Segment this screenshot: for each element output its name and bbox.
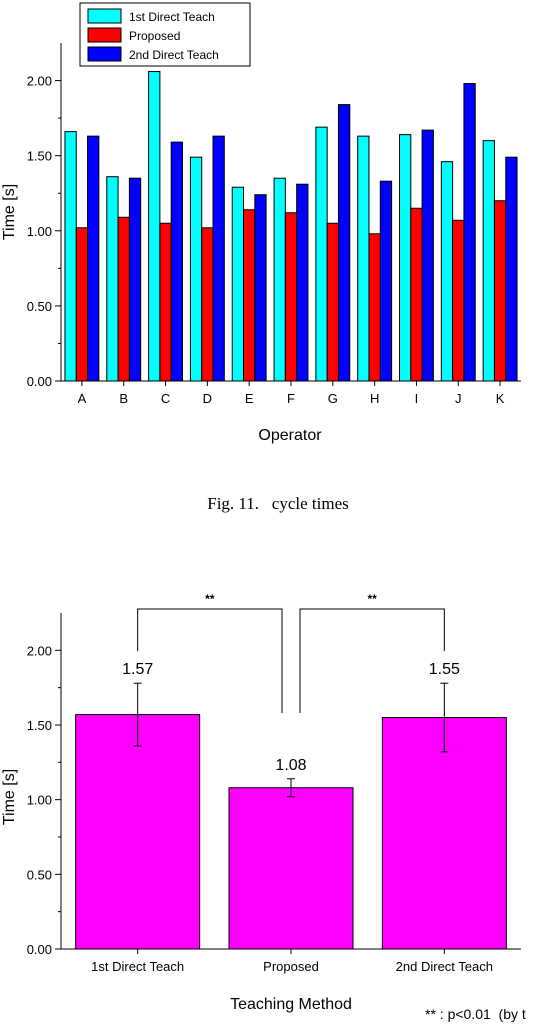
y-tick-label: 1.00	[27, 793, 52, 808]
bar-E-2	[243, 209, 256, 382]
data-label-1: 1.57	[122, 661, 153, 678]
y-tick-label: 1.50	[27, 718, 52, 733]
bar-K-2	[493, 200, 507, 382]
legend-label-1: 1st Direct Teach	[129, 10, 215, 24]
bar-J-2	[452, 219, 465, 382]
bar-H-3	[379, 180, 393, 382]
y-tick-label: 0.00	[27, 374, 52, 389]
y-tick-label: 1.00	[27, 224, 52, 239]
bar-E-1	[231, 186, 245, 382]
x-tick-label: F	[287, 391, 295, 406]
bar-F-2	[284, 212, 298, 382]
y-tick-label: 0.00	[27, 942, 52, 957]
bar-G-1	[315, 126, 328, 382]
x-tick-label: A	[78, 391, 87, 406]
bar-C-2	[159, 222, 172, 382]
x-tick-label: G	[328, 391, 338, 406]
bar-G-2	[326, 222, 339, 382]
bar-H-1	[357, 135, 370, 382]
legend-label-2: Proposed	[129, 29, 180, 43]
chart1-caption: Fig. 11. cycle times	[207, 494, 349, 513]
bar-J-1	[440, 161, 454, 382]
chart2-xlabel: Teaching Method	[230, 996, 352, 1013]
x-tick-label: E	[245, 391, 254, 406]
significance-label-2: **	[367, 592, 377, 606]
chart1-legend: 1st Direct Teach Proposed 2nd Direct Teach	[79, 2, 251, 67]
bar-B-2	[117, 216, 130, 382]
data-label-2: 1.08	[275, 757, 306, 774]
x-tick-label: I	[415, 391, 419, 406]
significance-note: ** : p<0.01 (by t	[425, 1006, 526, 1022]
y-tick-label: 2.00	[27, 643, 52, 658]
bar-K-1	[482, 140, 495, 382]
chart1-ylabel: Time [s]	[1, 184, 18, 240]
data-label-3: 1.55	[429, 661, 460, 678]
x-tick-label: H	[370, 391, 379, 406]
legend-label-3: 2nd Direct Teach	[129, 48, 219, 62]
x-tick-label: B	[119, 391, 128, 406]
y-tick-label: 0.50	[27, 299, 52, 314]
bar-2	[228, 787, 354, 950]
x-tick-label: C	[161, 391, 170, 406]
bar-F-1	[273, 177, 286, 382]
bar-1	[75, 714, 201, 950]
bar-H-2	[368, 233, 381, 382]
significance-bracket-2	[299, 608, 445, 713]
bar-A-2	[75, 227, 89, 382]
chart2-ylabel: Time [s]	[1, 769, 18, 825]
bar-A-3	[87, 135, 100, 382]
cycle-times-chart: A B C D E F G H I J K 0.00 0.50 1.00 1.50 2.00 Operator…	[1, 2, 521, 513]
bar-B-3	[128, 177, 142, 382]
y-tick-label: 2.00	[27, 74, 52, 89]
y-tick-label: 1.50	[27, 149, 52, 164]
legend-swatch-3	[87, 46, 122, 62]
legend-swatch-2	[87, 27, 122, 43]
x-tick-label: 1st Direct Teach	[91, 959, 184, 974]
bar-B-1	[106, 176, 119, 382]
significance-bracket-1	[137, 608, 283, 713]
bar-C-3	[170, 141, 183, 382]
bar-E-3	[254, 194, 267, 382]
teaching-method-chart: 1.57 1.08 1.55 1st Direct Teach Proposed 2nd…	[1, 592, 526, 1022]
chart1-xlabel: Operator	[258, 427, 322, 444]
x-tick-label: D	[203, 391, 212, 406]
bar-I-3	[421, 129, 434, 382]
bar-D-1	[189, 156, 203, 382]
significance-label-1: **	[205, 592, 215, 606]
bar-G-3	[337, 104, 351, 382]
bar-F-3	[296, 183, 309, 382]
bar-D-2	[201, 227, 214, 382]
bar-C-1	[148, 71, 161, 382]
bar-J-3	[463, 83, 476, 382]
bar-A-1	[64, 131, 77, 382]
bar-D-3	[212, 135, 225, 382]
x-tick-label: 2nd Direct Teach	[396, 959, 493, 974]
x-tick-label: Proposed	[263, 959, 319, 974]
bar-3	[381, 717, 507, 950]
bar-K-3	[505, 156, 518, 382]
y-tick-label: 0.50	[27, 867, 52, 882]
x-tick-label: J	[455, 391, 462, 406]
legend-swatch-1	[87, 8, 122, 24]
bar-I-2	[410, 207, 423, 382]
bar-I-1	[399, 134, 412, 382]
x-tick-label: K	[496, 391, 505, 406]
